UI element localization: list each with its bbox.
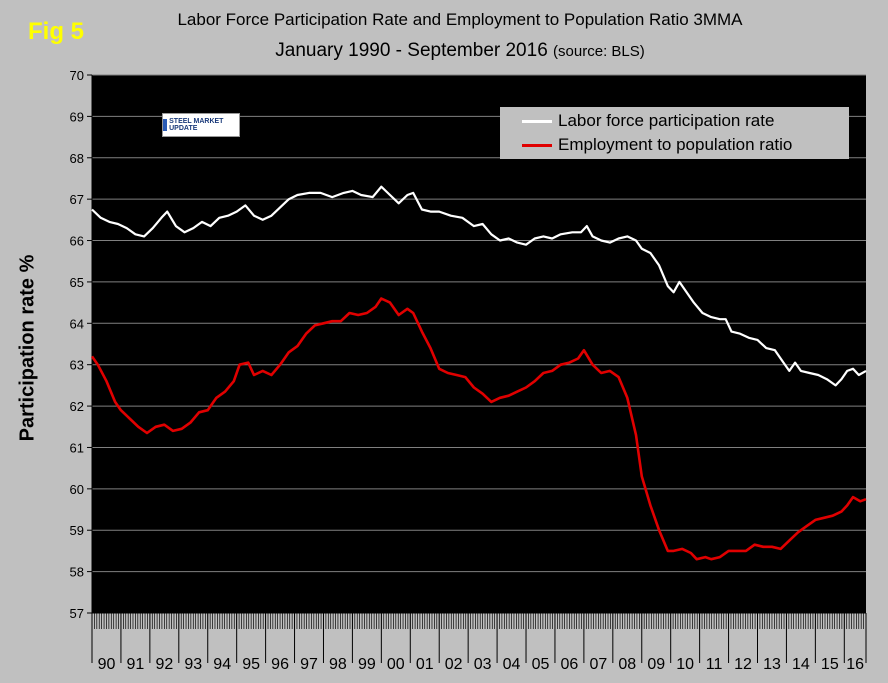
- y-tick-label-59: 59: [70, 523, 84, 538]
- y-tick-label-68: 68: [70, 151, 84, 166]
- plot-area: [92, 75, 866, 613]
- logo-text: STEEL MARKET UPDATE: [169, 118, 224, 132]
- x-axis: 90 91 92 93 94 95 96 97 98 99 00 01 02 03 04 05 06 07 08 09…: [91, 75, 867, 673]
- x-tick-label-12: 12: [734, 656, 752, 673]
- y-axis-ticks: 57 58 59 60 61 62 63 64 65 66 67 68 69 70: [70, 68, 92, 621]
- x-tick-label-06: 06: [561, 656, 579, 673]
- steel-market-update-logo: STEEL MARKET UPDATE: [162, 113, 240, 137]
- source-note: (source: BLS): [553, 43, 645, 60]
- x-tick-label-08: 08: [618, 656, 636, 673]
- x-tick-label-97: 97: [300, 656, 318, 673]
- y-tick-label-58: 58: [70, 565, 84, 580]
- x-tick-label-93: 93: [184, 656, 202, 673]
- x-tick-label-07: 07: [589, 656, 607, 673]
- chart-title: Labor Force Participation Rate and Emplo…: [177, 10, 743, 29]
- x-tick-label-96: 96: [271, 656, 289, 673]
- x-tick-label-00: 00: [387, 656, 405, 673]
- y-tick-label-60: 60: [70, 482, 84, 497]
- series-layer: [90, 185, 867, 561]
- x-tick-label-01: 01: [416, 656, 434, 673]
- legend-item-employment: Employment to population ratio: [522, 134, 792, 156]
- x-tick-label-13: 13: [763, 656, 781, 673]
- x-tick-label-14: 14: [792, 656, 810, 673]
- y-tick-label-57: 57: [70, 606, 84, 621]
- logo-icon: [163, 119, 168, 131]
- y-tick-label-62: 62: [70, 399, 84, 414]
- x-tick-label-92: 92: [155, 656, 173, 673]
- legend-swatch-participation: [522, 119, 552, 123]
- x-tick-label-03: 03: [474, 656, 492, 673]
- y-tick-label-61: 61: [70, 440, 84, 455]
- chart-subtitle: January 1990 - September 2016: [275, 40, 548, 61]
- x-tick-label-10: 10: [676, 656, 694, 673]
- x-tick-label-90: 90: [98, 656, 116, 673]
- y-tick-label-69: 69: [70, 109, 84, 124]
- y-tick-label-64: 64: [70, 316, 84, 331]
- x-tick-label-94: 94: [213, 656, 231, 673]
- x-tick-label-02: 02: [445, 656, 463, 673]
- x-tick-label-04: 04: [503, 656, 521, 673]
- x-tick-label-16: 16: [846, 656, 864, 673]
- x-tick-label-91: 91: [127, 656, 145, 673]
- y-tick-label-70: 70: [70, 68, 84, 83]
- x-tick-label-99: 99: [358, 656, 376, 673]
- legend-label-participation: Labor force participation rate: [558, 111, 775, 130]
- x-tick-label-11: 11: [706, 656, 723, 673]
- figure-label: Fig 5: [28, 18, 85, 45]
- y-tick-label-66: 66: [70, 234, 84, 249]
- legend-label-employment: Employment to population ratio: [558, 135, 793, 154]
- x-tick-label-15: 15: [821, 656, 839, 673]
- plot-background: [92, 75, 866, 613]
- y-tick-label-65: 65: [70, 275, 84, 290]
- x-tick-label-05: 05: [532, 656, 550, 673]
- x-tick-label-09: 09: [647, 656, 665, 673]
- x-tick-label-95: 95: [242, 656, 260, 673]
- legend: Labor force participation rate Employmen…: [500, 107, 849, 159]
- series-line-employment: [90, 297, 867, 561]
- x-tick-label-98: 98: [329, 656, 347, 673]
- y-tick-label-67: 67: [70, 192, 84, 207]
- legend-item-participation: Labor force participation rate: [522, 110, 774, 132]
- legend-swatch-employment: [522, 143, 552, 147]
- y-tick-label-63: 63: [70, 358, 84, 373]
- series-line-participation: [91, 185, 867, 387]
- chart-subtitle-line: January 1990 - September 2016 (source: B…: [100, 40, 820, 62]
